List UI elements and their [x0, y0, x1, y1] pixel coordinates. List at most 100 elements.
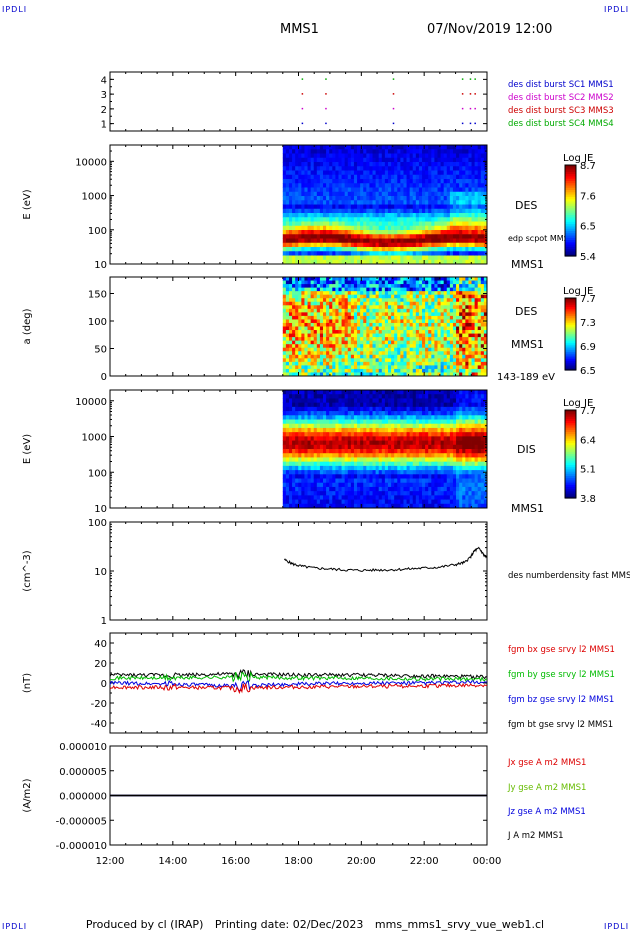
des-pitch-panel-heatmap-cell	[428, 277, 432, 281]
des-pitch-panel-heatmap-cell	[366, 287, 370, 292]
des-pitch-panel-heatmap-cell	[431, 319, 435, 324]
des-energy-panel-heatmap-cell	[285, 174, 290, 180]
des-energy-panel-heatmap-cell	[480, 204, 485, 210]
des-energy-panel-heatmap-cell	[329, 174, 333, 180]
des-energy-panel-heatmap-cell	[341, 230, 346, 235]
des-pitch-panel-heatmap-cell	[307, 358, 312, 363]
des-pitch-panel-heatmap-cell	[394, 340, 398, 345]
des-pitch-panel-heatmap-cell	[285, 368, 290, 373]
des-pitch-panel-heatmap-cell	[471, 312, 476, 317]
des-energy-panel-heatmap-cell	[477, 230, 482, 235]
des-energy-panel-heatmap-cell	[329, 179, 333, 184]
des-energy-panel-heatmap-cell	[298, 145, 302, 150]
des-pitch-panel-heatmap-cell	[462, 291, 466, 296]
des-pitch-panel-heatmap-cell	[285, 277, 290, 281]
dis-energy-panel-heatmap-cell	[310, 491, 315, 496]
des-energy-panel-heatmap-cell	[431, 145, 435, 150]
des-energy-panel-heatmap-cell	[415, 174, 420, 180]
des-energy-panel-heatmap-cell	[375, 247, 380, 252]
des-pitch-panel-heatmap-cell	[369, 368, 373, 373]
des-pitch-panel-heatmap-cell	[391, 294, 395, 299]
dis-energy-panel-heatmap-cell	[341, 406, 346, 412]
des-energy-panel-heatmap-cell	[326, 196, 330, 201]
des-energy-panel-heatmap-cell	[394, 255, 398, 261]
des-pitch-panel-heatmap-cell	[357, 305, 361, 310]
des-energy-panel-heatmap-cell	[282, 238, 287, 244]
des-energy-panel-heatmap-cell	[431, 166, 435, 171]
dis-energy-panel-heatmap-cell	[288, 457, 293, 463]
dis-energy-panel-heatmap-cell	[381, 478, 386, 484]
des-pitch-panel-heatmap-cell	[298, 358, 302, 363]
des-pitch-panel-heatmap-cell	[403, 287, 407, 292]
des-pitch-panel-heatmap-cell	[366, 333, 370, 338]
des-pitch-panel-heatmap-cell	[403, 308, 407, 313]
des-energy-panel-heatmap-cell	[285, 208, 290, 214]
dis-energy-panel-heatmap-cell	[360, 474, 364, 479]
des-energy-panel-heatmap-cell	[397, 170, 401, 176]
des-pitch-panel-heatmap-cell	[387, 330, 392, 334]
des-energy-panel-heatmap-cell	[313, 187, 318, 193]
dis-energy-panel-heatmap-cell	[304, 499, 308, 505]
des-energy-panel-heatmap-cell	[468, 242, 472, 248]
des-pitch-panel-heatmap-cell	[418, 319, 423, 324]
des-energy-panel-heatmap-cell	[428, 191, 432, 197]
des-energy-panel-heatmap-cell	[462, 238, 466, 244]
des-pitch-panel-heatmap-cell	[480, 280, 485, 285]
des-energy-panel-colorbar-swatch	[565, 235, 576, 239]
des-pitch-panel-heatmap-cell	[285, 280, 290, 285]
dis-energy-panel-heatmap-cell	[323, 406, 327, 412]
des-energy-panel-heatmap-cell	[391, 213, 395, 218]
dis-energy-panel-heatmap-cell	[353, 402, 358, 408]
des-pitch-panel-heatmap-cell	[360, 344, 364, 349]
des-pitch-panel-heatmap-cell	[298, 351, 302, 356]
des-energy-panel-heatmap-cell	[329, 238, 333, 244]
des-pitch-panel-heatmap-cell	[329, 301, 333, 306]
des-energy-panel-heatmap-cell	[341, 170, 346, 176]
des-energy-panel-heatmap-cell	[400, 153, 404, 159]
dis-energy-panel-heatmap-cell	[366, 470, 370, 475]
des-pitch-panel-heatmap-cell	[313, 344, 318, 349]
dis-energy-panel-heatmap-cell	[347, 436, 352, 441]
des-energy-panel-heatmap-cell	[372, 196, 377, 201]
des-energy-panel-heatmap-cell	[471, 255, 476, 261]
des-pitch-panel-heatmap-cell	[295, 280, 299, 285]
des-energy-panel-heatmap-cell	[353, 208, 358, 214]
des-energy-panel-heatmap-cell	[381, 174, 386, 180]
des-pitch-panel-heatmap-cell	[350, 312, 355, 317]
des-pitch-panel-heatmap-cell	[446, 347, 451, 352]
des-energy-panel-heatmap-cell	[465, 208, 469, 214]
des-energy-panel-heatmap-cell	[391, 234, 395, 239]
dis-energy-panel-heatmap-cell	[313, 503, 318, 509]
des-pitch-panel-colorbar-swatch	[565, 366, 576, 369]
des-energy-panel-heatmap-cell	[363, 255, 367, 261]
des-pitch-panel-heatmap-cell	[483, 337, 488, 342]
des-energy-panel-heatmap-cell	[437, 221, 441, 227]
des-energy-panel-heatmap-cell	[282, 230, 287, 235]
des-energy-panel-heatmap-cell	[391, 225, 395, 231]
des-energy-panel-heatmap-cell	[310, 174, 315, 180]
des-pitch-panel-heatmap-cell	[391, 326, 395, 331]
des-pitch-panel-heatmap-cell	[474, 330, 479, 334]
dis-energy-panel-heatmap-cell	[353, 499, 358, 505]
des-energy-panel-colorbar-swatch	[565, 242, 576, 246]
des-pitch-panel-heatmap-cell	[288, 298, 293, 303]
des-energy-panel-heatmap-cell	[391, 242, 395, 248]
dis-energy-panel-heatmap-cell	[366, 436, 370, 441]
des-pitch-panel-heatmap-cell	[483, 308, 488, 313]
des-energy-panel-heatmap-cell	[301, 221, 305, 227]
des-energy-panel-heatmap-cell	[282, 255, 287, 261]
dis-energy-panel-heatmap-cell	[347, 461, 352, 467]
des-energy-panel-heatmap-cell	[292, 187, 296, 193]
des-pitch-panel-heatmap-cell	[366, 372, 370, 377]
des-pitch-panel-heatmap-cell	[363, 351, 367, 356]
dis-energy-panel-heatmap-cell	[335, 482, 339, 488]
des-energy-panel-heatmap-cell	[372, 225, 377, 231]
des-energy-panel-heatmap-cell	[282, 183, 287, 188]
dis-energy-panel-heatmap-cell	[304, 432, 308, 437]
des-pitch-panel-heatmap-cell	[434, 294, 438, 299]
des-pitch-panel-heatmap-cell	[378, 312, 383, 317]
dis-energy-panel-heatmap-cell	[372, 390, 377, 395]
des-pitch-panel-heatmap-cell	[378, 372, 383, 377]
des-pitch-panel-heatmap-cell	[477, 347, 482, 352]
des-energy-panel-heatmap-cell	[295, 242, 299, 248]
